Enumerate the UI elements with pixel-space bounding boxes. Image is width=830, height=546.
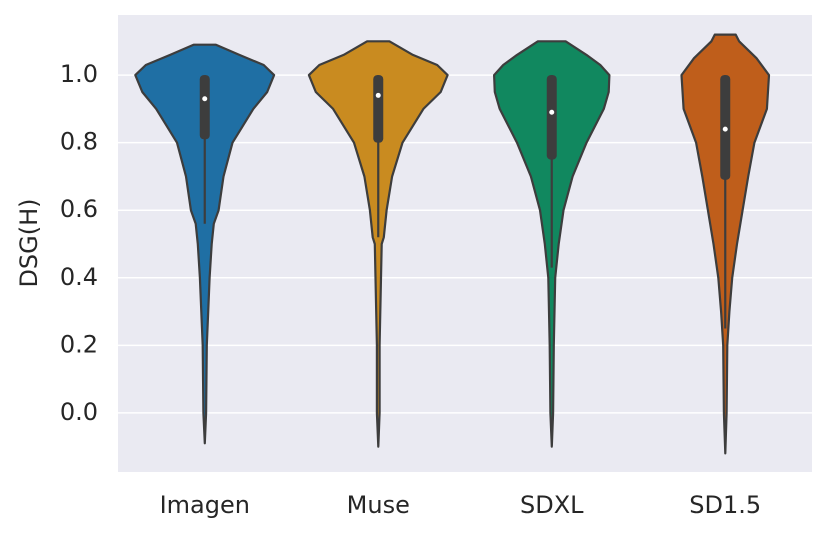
median <box>549 109 555 115</box>
median <box>722 126 728 132</box>
x-tick-label: SDXL <box>520 491 584 519</box>
violin-body <box>307 40 449 448</box>
y-tick-label: 0.4 <box>60 263 98 291</box>
box <box>199 75 210 140</box>
median <box>202 96 208 102</box>
y-tick-label: 0.2 <box>60 330 98 358</box>
median <box>375 92 381 98</box>
box <box>546 75 557 160</box>
y-axis-label: DSG(H) <box>15 198 43 287</box>
y-tick-label: 0.8 <box>60 128 98 156</box>
x-tick-label: SD1.5 <box>689 491 761 519</box>
violin-body <box>134 43 276 445</box>
y-tick-label: 1.0 <box>60 60 98 88</box>
y-tick-label: 0.6 <box>60 195 98 223</box>
x-tick-label: Muse <box>347 491 410 519</box>
y-tick-label: 0.0 <box>60 398 98 426</box>
box <box>373 75 384 143</box>
x-tick-label: Imagen <box>160 491 250 519</box>
